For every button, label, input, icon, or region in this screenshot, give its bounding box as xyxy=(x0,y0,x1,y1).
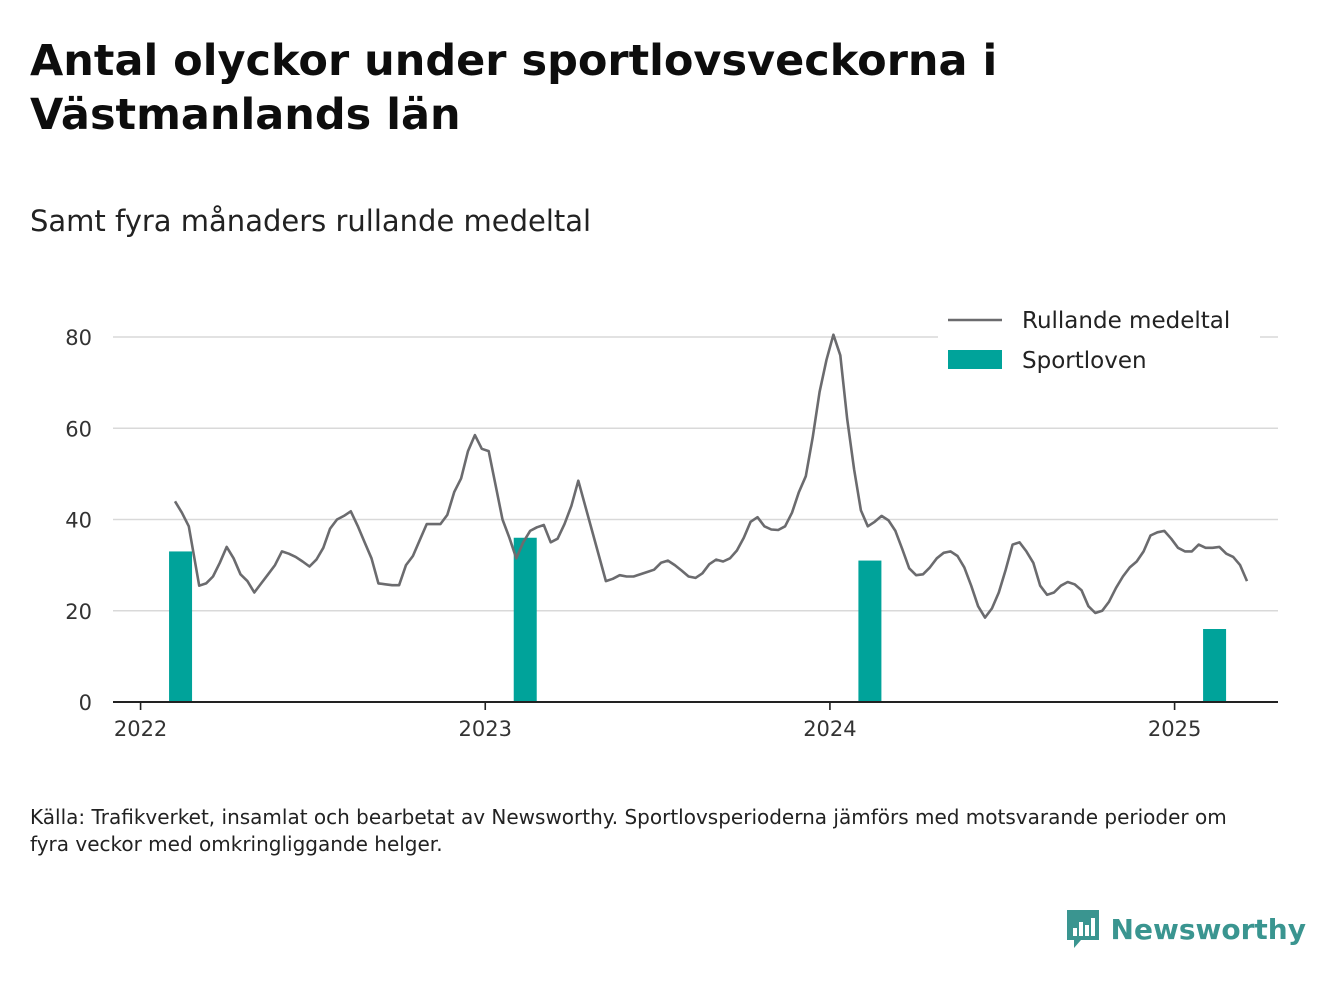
chart: 0 20 40 60 80 2022 2023 2024 2025 Rullande medel… xyxy=(65,304,1278,741)
source-note: Källa: Trafikverket, insamlat och bearbe… xyxy=(30,805,1227,856)
chart-title: Antal olyckor under sportlovsveckorna i … xyxy=(30,36,998,140)
axes: 0 20 40 60 80 2022 2023 2024 2025 xyxy=(65,326,1278,741)
brand-name: Newsworthy xyxy=(1110,912,1306,946)
x-tick-label: 2024 xyxy=(803,717,856,741)
legend: Rullande medeltal Sportloven xyxy=(938,304,1260,402)
legend-label-bar: Sportloven xyxy=(1022,348,1147,374)
sportlov-bars xyxy=(169,537,1227,702)
sportlov-bar xyxy=(858,560,882,702)
sportlov-bar xyxy=(169,551,193,702)
newsworthy-logo-icon xyxy=(1066,910,1099,948)
legend-label-line: Rullande medeltal xyxy=(1022,308,1230,334)
legend-bar-swatch xyxy=(948,350,1002,369)
sportlov-bar xyxy=(1203,629,1227,702)
x-tick-label: 2022 xyxy=(114,717,167,741)
chart-subtitle: Samt fyra månaders rullande medeltal xyxy=(30,204,592,238)
y-tick-label: 20 xyxy=(65,600,92,624)
y-tick-label: 0 xyxy=(79,691,92,715)
y-tick-label: 80 xyxy=(65,326,92,350)
sportlov-bar xyxy=(513,537,537,702)
y-tick-label: 60 xyxy=(65,417,92,441)
x-tick-label: 2023 xyxy=(459,717,512,741)
rolling-average-path xyxy=(173,333,1249,619)
brand[interactable]: Newsworthy xyxy=(1065,908,1306,950)
rolling-average-line xyxy=(173,333,1249,619)
y-tick-label: 40 xyxy=(65,509,92,533)
x-tick-label: 2025 xyxy=(1148,717,1201,741)
